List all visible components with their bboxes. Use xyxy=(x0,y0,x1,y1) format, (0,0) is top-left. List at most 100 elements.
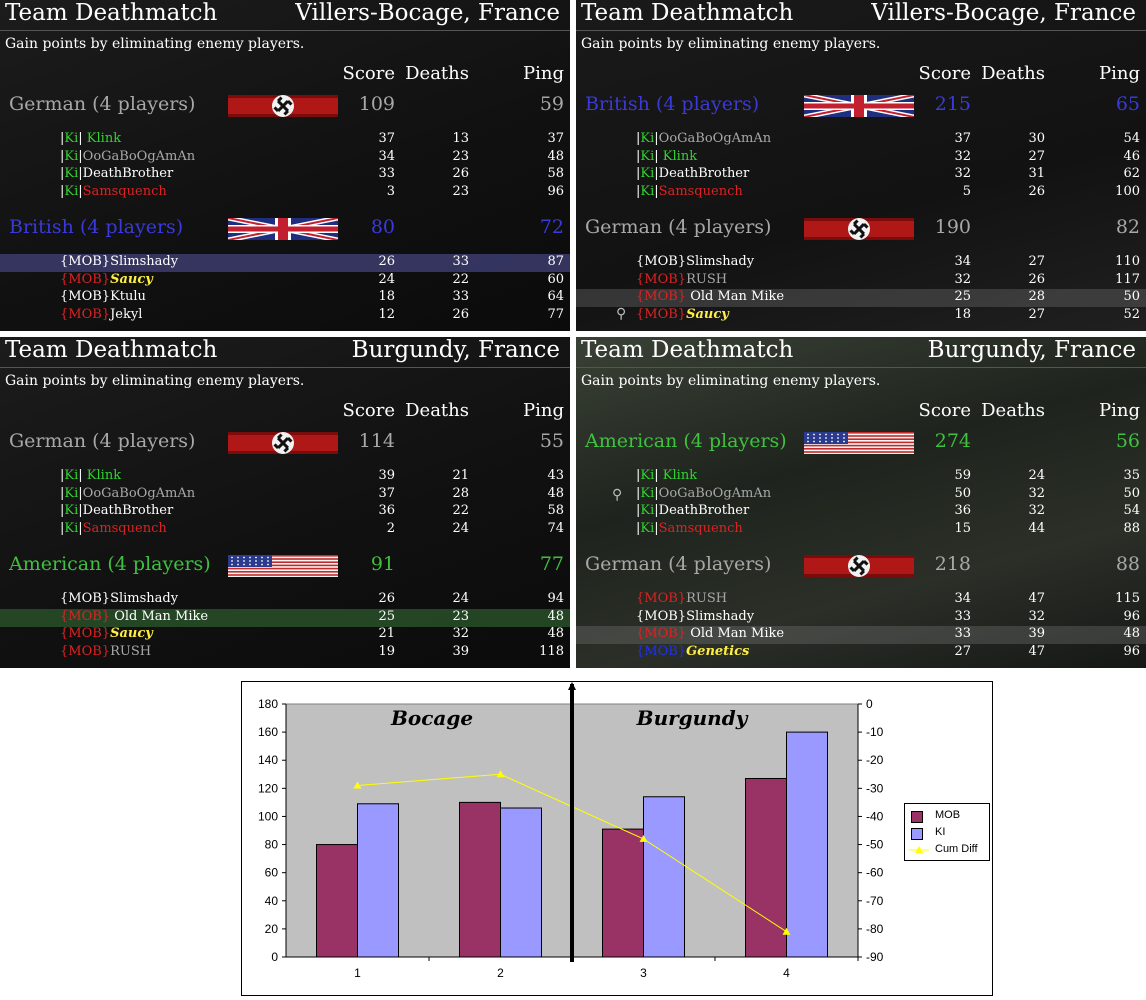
player-name: DeathBrother xyxy=(82,166,174,182)
x-tick-label: 4 xyxy=(783,966,790,980)
player-score: 26 xyxy=(378,591,395,606)
score-column-header: Score xyxy=(918,63,971,84)
player-row[interactable]: |Ki| Klink 32 27 46 xyxy=(576,149,1146,167)
team-name: American (4 players) xyxy=(9,553,211,575)
player-label: {MOB}Slimshady xyxy=(60,591,178,606)
player-row[interactable]: |Ki|Samsquench 3 23 96 xyxy=(0,184,570,202)
scoreboard-header: Team Deathmatch Burgundy, France xyxy=(0,337,570,368)
player-tag: |Ki| xyxy=(60,485,83,501)
american-flag-icon xyxy=(228,555,338,577)
player-label: |Ki|Samsquench xyxy=(636,521,743,536)
dogtag-icon: ⚲ xyxy=(616,306,627,322)
player-score: 18 xyxy=(954,307,971,323)
player-row[interactable]: {MOB}Genetics 27 47 96 xyxy=(576,644,1146,662)
player-label: |Ki| Klink xyxy=(636,149,697,164)
player-row[interactable]: |Ki| Klink 37 13 37 xyxy=(0,131,570,149)
player-tag: |Ki| xyxy=(60,166,83,182)
player-row[interactable]: |Ki|DeathBrother 33 26 58 xyxy=(0,166,570,184)
player-deaths: 22 xyxy=(452,271,469,287)
player-ping: 50 xyxy=(1123,289,1140,305)
player-ping: 94 xyxy=(547,591,564,606)
player-ping: 96 xyxy=(547,184,564,200)
player-row[interactable]: {MOB} Old Man Mike 33 39 48 xyxy=(576,626,1146,645)
team-score: 114 xyxy=(358,430,395,452)
player-deaths: 27 xyxy=(1028,307,1045,323)
player-name: Samsquench xyxy=(658,184,743,200)
player-row[interactable]: |Ki|DeathBrother 36 32 54 xyxy=(576,503,1146,521)
bar-mob-2 xyxy=(459,801,501,958)
player-row[interactable]: {MOB}Saucy 24 22 60 xyxy=(0,272,570,290)
player-row[interactable]: {MOB}Saucy 21 32 48 xyxy=(0,626,570,644)
player-score: 3 xyxy=(386,184,395,200)
player-row[interactable]: {MOB}Saucy 18 27 52 xyxy=(576,307,1146,325)
cum-diff-point-3 xyxy=(639,834,648,842)
y-tick-label: 180 xyxy=(258,697,278,711)
player-deaths: 26 xyxy=(452,166,469,182)
player-ping: 50 xyxy=(1123,485,1140,501)
player-deaths: 13 xyxy=(452,131,469,146)
player-ping: 118 xyxy=(539,644,564,660)
player-tag: |Ki| xyxy=(60,503,83,519)
player-deaths: 32 xyxy=(452,626,469,642)
player-row[interactable]: |Ki| Klink 59 24 35 xyxy=(576,468,1146,486)
player-name: Saucy xyxy=(110,271,153,287)
deaths-column-header: Deaths xyxy=(405,400,469,421)
player-ping: 96 xyxy=(1123,608,1140,624)
player-tag: |Ki| xyxy=(636,468,659,483)
player-tag: {MOB} xyxy=(60,254,111,269)
cumdiff-swatch xyxy=(909,846,929,853)
player-row[interactable]: |Ki|Samsquench 15 44 88 xyxy=(576,521,1146,539)
player-label: |Ki| Klink xyxy=(636,468,697,483)
player-deaths: 47 xyxy=(1028,644,1045,660)
y-tick-label: 100 xyxy=(258,809,278,823)
player-row[interactable]: {MOB}Slimshady 34 27 110 xyxy=(576,254,1146,272)
player-row[interactable]: |Ki|OoGaBoOgAmAn 37 28 48 xyxy=(0,486,570,504)
team-score: 109 xyxy=(358,93,395,115)
player-label: {MOB}Slimshady xyxy=(60,254,178,269)
player-score: 25 xyxy=(378,608,395,624)
player-row[interactable]: |Ki|Samsquench 2 24 74 xyxy=(0,521,570,539)
player-tag: {MOB} xyxy=(636,254,687,269)
player-row[interactable]: {MOB}Slimshady 26 24 94 xyxy=(0,591,570,609)
y-tick-label: 140 xyxy=(258,753,278,767)
player-label: {MOB}RUSH xyxy=(636,272,727,287)
player-name: Samsquench xyxy=(658,521,743,537)
y2-tick-label: -70 xyxy=(866,894,884,908)
player-name: OoGaBoOgAmAn xyxy=(658,131,772,146)
chart-canvas: 0 20 40 60 80 100 120 140 160 180 0 -10 -20 -30 -40 -50… xyxy=(258,682,884,980)
ki-swatch xyxy=(911,828,923,840)
player-row[interactable]: {MOB}Slimshady 26 33 87 xyxy=(0,254,570,272)
region-label-bocage: Bocage xyxy=(390,706,473,730)
player-row[interactable]: |Ki|DeathBrother 36 22 58 xyxy=(0,503,570,521)
player-ping: 43 xyxy=(547,468,564,483)
player-row[interactable]: {MOB}Slimshady 33 32 96 xyxy=(576,609,1146,627)
y-tick-label: 80 xyxy=(265,838,279,852)
player-name: Slimshady xyxy=(110,591,179,606)
player-row[interactable]: {MOB} Old Man Mike 25 23 48 xyxy=(0,608,570,627)
player-deaths: 23 xyxy=(452,148,469,164)
player-label: {MOB}Slimshady xyxy=(636,609,754,624)
player-row[interactable]: |Ki|DeathBrother 32 31 62 xyxy=(576,166,1146,184)
player-row[interactable]: |Ki|OoGaBoOgAmAn 50 32 50 xyxy=(576,486,1146,504)
player-row[interactable]: |Ki| Klink 39 21 43 xyxy=(0,468,570,486)
player-deaths: 44 xyxy=(1028,521,1045,537)
score-column-header: Score xyxy=(918,400,971,421)
bar-mob-4 xyxy=(745,777,787,958)
player-row[interactable]: {MOB}RUSH 19 39 118 xyxy=(0,644,570,662)
player-row[interactable]: |Ki|OoGaBoOgAmAn 37 30 54 xyxy=(576,131,1146,149)
player-row[interactable]: |Ki|Samsquench 5 26 100 xyxy=(576,184,1146,202)
player-row[interactable]: {MOB}Jekyl 12 26 77 xyxy=(0,307,570,325)
player-row[interactable]: {MOB}RUSH 34 47 115 xyxy=(576,591,1146,609)
map-name: Burgundy, France xyxy=(351,337,560,363)
player-row[interactable]: |Ki|OoGaBoOgAmAn 34 23 48 xyxy=(0,149,570,167)
player-deaths: 26 xyxy=(452,307,469,323)
x-tick-label: 1 xyxy=(354,966,361,980)
player-tag: {MOB} xyxy=(636,608,687,624)
player-row[interactable]: {MOB}RUSH 32 26 117 xyxy=(576,272,1146,290)
german-flag-icon xyxy=(228,95,338,117)
player-score: 59 xyxy=(954,468,971,483)
player-score: 34 xyxy=(954,254,971,269)
player-row[interactable]: {MOB}Ktulu 18 33 64 xyxy=(0,289,570,307)
player-score: 12 xyxy=(378,307,395,323)
player-row[interactable]: {MOB} Old Man Mike 25 28 50 xyxy=(576,289,1146,308)
